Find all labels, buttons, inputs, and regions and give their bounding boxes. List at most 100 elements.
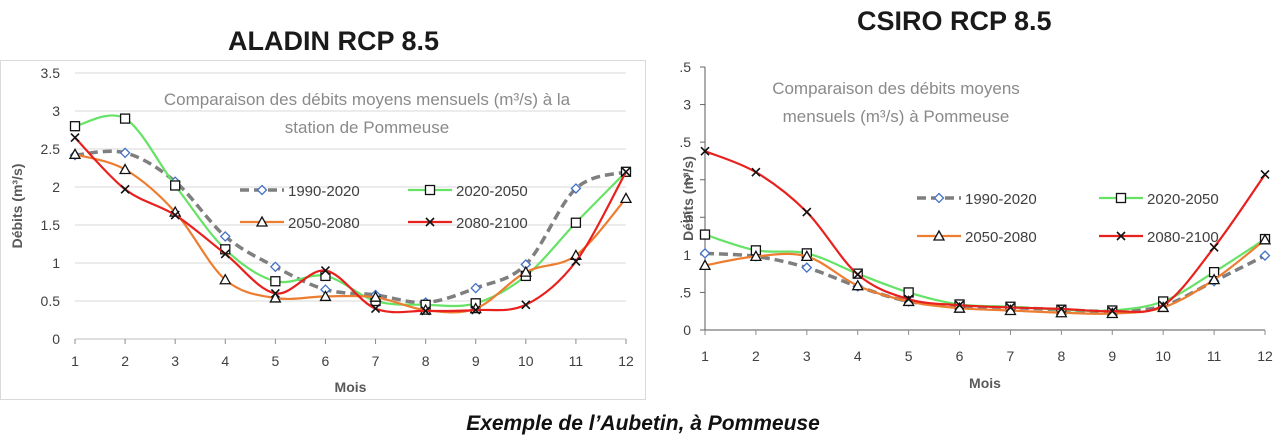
aladin-chart-panel: ALADIN RCP 8.5 0 0.5 1 1.5 2 2.5 3 3.5 1 2 3 4 5 6 7 8 9… (0, 0, 650, 400)
y-tick-label: 1 (52, 255, 60, 271)
x-tick-label: 12 (618, 353, 634, 369)
x-tick-label: 10 (518, 353, 534, 369)
marker-2080-2100 (621, 167, 631, 177)
x-tick-label: 2 (121, 353, 129, 369)
legend-entry-1990-2020: 1990-2020 (917, 191, 1037, 208)
series-2080-2100 (70, 133, 631, 316)
marker-2080-2100 (802, 207, 812, 217)
marker-2080-2100 (270, 288, 280, 298)
x-tick-label: 9 (472, 353, 480, 369)
marker-2080-2100 (471, 305, 481, 315)
marker-2080-2100 (120, 184, 130, 194)
series-line-2050-2080 (74, 153, 627, 314)
series-line-2050-2080 (704, 238, 1266, 315)
chart-subtitle-line: Comparaison des débits moyens (772, 79, 1020, 98)
x-tick-label: 2 (752, 348, 760, 364)
x-tick-label: 5 (905, 348, 913, 364)
x-tick-label: 5 (271, 353, 279, 369)
marker-2080-2100 (1116, 231, 1126, 241)
marker-2020-2050 (699, 229, 711, 240)
y-tick-label: 0 (683, 322, 691, 338)
marker-2080-2100 (70, 133, 80, 143)
marker-2080-2100 (1107, 306, 1117, 316)
marker-2050-2080 (749, 250, 763, 262)
legend-label-1990-2020: 1990-2020 (288, 183, 360, 200)
x-tick-label: 4 (221, 353, 229, 369)
marker-1990-2020 (570, 183, 582, 194)
marker-2050-2080 (519, 265, 532, 277)
marker-1990-2020 (119, 147, 131, 159)
chart-subtitle-line: mensuels (m³/s) à Pommeuse (783, 107, 1010, 126)
legend-entry-2020-2050: 2020-2050 (1099, 191, 1219, 208)
marker-2080-2100 (170, 210, 180, 220)
legend-label-1990-2020: 1990-2020 (965, 191, 1037, 208)
x-tick-label: 3 (171, 353, 179, 369)
series-2080-2100 (700, 146, 1270, 316)
legend-entry-1990-2020: 1990-2020 (240, 183, 360, 200)
marker-2080-2100 (853, 269, 863, 279)
legend-label-2050-2080: 2050-2080 (288, 215, 360, 232)
marker-2080-2100 (1209, 242, 1219, 252)
y-tick-label: 1.5 (680, 209, 691, 225)
legend-entry-2050-2080: 2050-2080 (240, 215, 360, 232)
marker-2050-2080 (118, 163, 132, 175)
marker-2050-2080 (800, 250, 813, 262)
marker-1990-2020 (269, 261, 281, 273)
x-tick-label: 6 (956, 348, 964, 364)
marker-2080-2100 (571, 256, 581, 267)
y-tick-label: 1.5 (41, 217, 61, 233)
y-tick-label: 2 (52, 179, 60, 195)
marker-2080-2100 (904, 294, 914, 304)
series-line-1990-2020 (704, 251, 1266, 314)
y-tick-label: 0.5 (41, 293, 61, 309)
legend-label-2020-2050: 2020-2050 (456, 183, 528, 200)
legend-entry-2020-2050: 2020-2050 (408, 183, 528, 200)
legend-entry-2050-2080: 2050-2080 (917, 229, 1037, 246)
x-tick-label: 7 (372, 353, 380, 369)
marker-2020-2050 (119, 113, 131, 124)
plot-frame (0, 60, 646, 400)
marker-2050-2080 (255, 215, 269, 227)
marker-2080-2100 (421, 306, 431, 316)
legend-entry-2080-2100: 2080-2100 (408, 215, 528, 232)
x-tick-label: 6 (322, 353, 330, 369)
marker-1990-2020 (256, 184, 268, 196)
marker-2080-2100 (700, 146, 710, 156)
marker-2050-2080 (619, 192, 633, 204)
y-tick-label: 2.5 (680, 134, 691, 150)
marker-2050-2080 (1258, 233, 1272, 245)
y-tick-label: 3 (52, 103, 60, 119)
legend-entry-2080-2100: 2080-2100 (1099, 229, 1219, 246)
series-2020-2050 (69, 113, 632, 310)
marker-1990-2020 (470, 282, 482, 294)
marker-2050-2080 (698, 259, 712, 271)
marker-1990-2020 (219, 230, 231, 242)
marker-2080-2100 (220, 249, 230, 259)
y-axis-title: Débits (m³/s) (680, 156, 696, 241)
marker-2020-2050 (170, 180, 181, 191)
figure-caption: Exemple de l’Aubetin, à Pommeuse (466, 412, 820, 435)
x-tick-label: 4 (854, 348, 862, 364)
marker-2050-2080 (932, 229, 946, 241)
marker-2050-2080 (319, 290, 332, 302)
marker-1990-2020 (699, 247, 711, 259)
marker-2020-2050 (270, 276, 281, 287)
legend-label-2050-2080: 2050-2080 (965, 229, 1037, 246)
csiro-chart-panel: CSIRO RCP 8.5 00.511.522.533.51234567891… (680, 0, 1286, 400)
x-tick-label: 9 (1108, 348, 1116, 364)
marker-2080-2100 (320, 266, 331, 276)
marker-2080-2100 (425, 217, 435, 227)
aladin-line-chart: 00.511.522.533.51 2 3 4 5 6 7 8 9 10 11 12MoisDébit… (0, 60, 646, 400)
legend-label-2020-2050: 2020-2050 (1147, 191, 1219, 208)
marker-2050-2080 (68, 147, 82, 159)
x-tick-label: 12 (1257, 348, 1273, 364)
y-tick-label: 3.5 (41, 65, 61, 81)
y-tick-label: 2.5 (41, 141, 61, 157)
marker-2050-2080 (219, 273, 232, 285)
x-tick-label: 7 (1007, 348, 1015, 364)
x-axis-title: Mois (969, 375, 1001, 391)
x-tick-label: 1 (71, 353, 79, 369)
marker-2080-2100 (751, 167, 761, 177)
x-tick-label: 8 (1057, 348, 1065, 364)
marker-1990-2020 (1259, 250, 1271, 262)
